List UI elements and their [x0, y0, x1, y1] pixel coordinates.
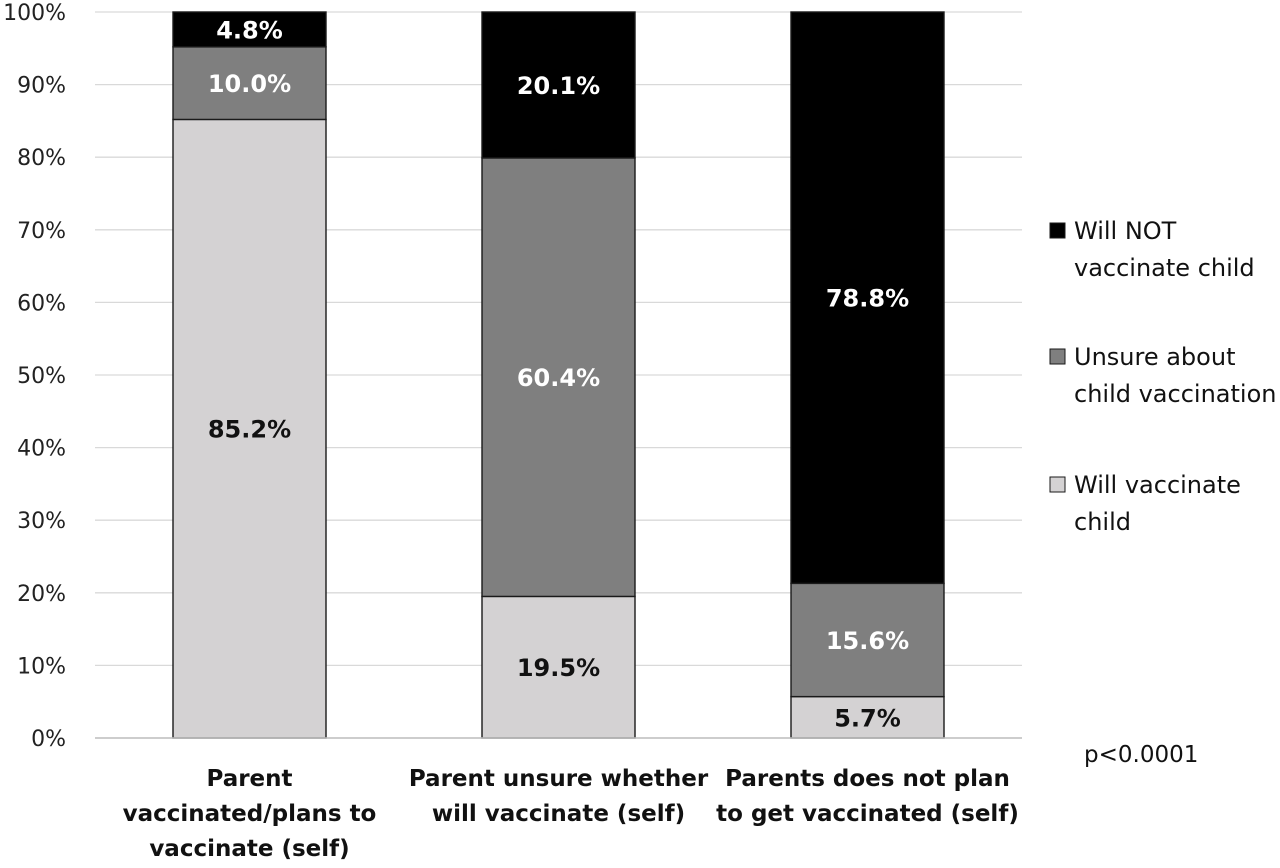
y-tick-label: 60%: [17, 291, 66, 316]
bar-segment: [481, 11, 636, 159]
bar-segment: [790, 11, 945, 585]
data-label: 85.2%: [208, 416, 291, 444]
data-label: 15.6%: [826, 627, 909, 655]
y-tick-label: 100%: [3, 1, 66, 26]
legend-label: Will NOT: [1074, 217, 1177, 245]
data-label: 20.1%: [517, 72, 600, 100]
y-tick-label: 70%: [17, 219, 66, 244]
legend-swatch: [1049, 476, 1066, 493]
category-label: Parent: [206, 766, 292, 792]
data-label: 78.8%: [826, 285, 909, 313]
bar-segment: [172, 46, 327, 121]
category-label: to get vaccinated (self): [716, 801, 1019, 827]
y-tick-label: 80%: [17, 146, 66, 171]
y-tick-label: 90%: [17, 74, 66, 99]
bar-segment: [481, 157, 636, 598]
y-tick-label: 10%: [17, 654, 66, 679]
legend-label: child vaccination: [1074, 380, 1276, 408]
bar-segment: [172, 118, 327, 739]
legend-label: Will vaccinate: [1074, 471, 1241, 499]
category-label: will vaccinate (self): [432, 801, 685, 827]
data-label: 4.8%: [216, 16, 283, 44]
data-label: 19.5%: [517, 654, 600, 682]
legend-label: child: [1074, 508, 1131, 536]
category-label: Parent unsure whether: [409, 766, 709, 792]
legend-swatch: [1049, 348, 1066, 365]
y-tick-label: 0%: [31, 727, 66, 752]
y-tick-label: 30%: [17, 509, 66, 534]
legend-swatch: [1049, 222, 1066, 239]
data-label: 60.4%: [517, 364, 600, 392]
p-value-annotation: p<0.0001: [1084, 742, 1198, 768]
y-tick-label: 50%: [17, 364, 66, 389]
category-label: Parents does not plan: [725, 766, 1010, 792]
y-tick-label: 20%: [17, 582, 66, 607]
legend-label: Unsure about: [1074, 343, 1235, 371]
data-label: 5.7%: [834, 704, 901, 732]
data-label: 10.0%: [208, 70, 291, 98]
bar-segment: [790, 582, 945, 698]
legend-label: vaccinate child: [1074, 254, 1255, 282]
bar-segment: [481, 595, 636, 739]
category-label: vaccinate (self): [149, 836, 349, 862]
bar-segment: [172, 11, 327, 48]
category-label: vaccinated/plans to: [123, 801, 377, 827]
y-tick-label: 40%: [17, 437, 66, 462]
